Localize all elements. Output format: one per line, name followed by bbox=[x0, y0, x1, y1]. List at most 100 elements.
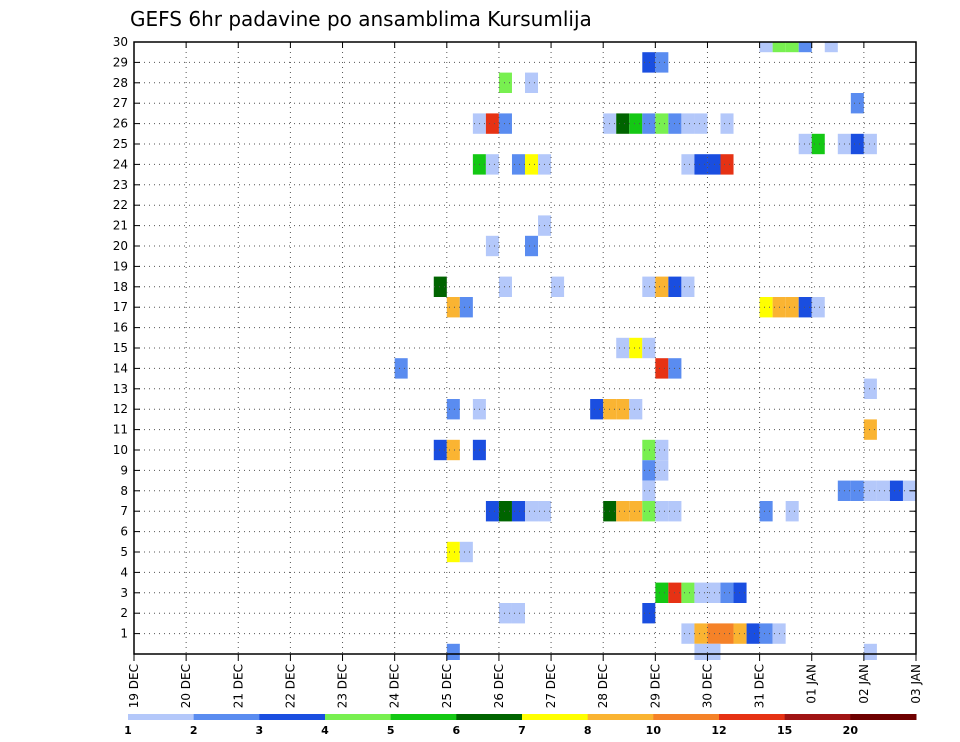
heatmap-cell bbox=[798, 133, 812, 155]
heatmap-cell bbox=[511, 154, 525, 175]
y-tick-label: 27 bbox=[113, 96, 128, 110]
x-tick-label: 24 DEC bbox=[388, 664, 402, 708]
colorbar-swatch bbox=[653, 714, 720, 720]
heatmap-cell bbox=[694, 643, 708, 660]
x-tick-label: 30 DEC bbox=[700, 664, 714, 708]
colorbar-label: 10 bbox=[646, 724, 662, 737]
colorbar-swatch bbox=[850, 714, 917, 720]
heatmap-cell bbox=[681, 623, 695, 644]
heatmap-cell bbox=[551, 276, 565, 297]
colorbar-label: 12 bbox=[711, 724, 726, 737]
y-tick-label: 1 bbox=[120, 627, 128, 641]
heatmap-cell bbox=[655, 582, 669, 603]
heatmap-cell bbox=[733, 623, 747, 644]
x-tick-label: 23 DEC bbox=[336, 664, 350, 708]
y-axis: 1234567891011121314151617181920212223242… bbox=[113, 35, 916, 641]
heatmap-cell bbox=[525, 235, 539, 257]
grid-lines bbox=[134, 42, 916, 654]
heatmap-cell bbox=[485, 235, 499, 257]
heatmap-cell bbox=[616, 399, 630, 420]
heatmap-cell bbox=[733, 582, 747, 603]
heatmap-cell bbox=[759, 501, 773, 522]
heatmap-cell bbox=[655, 439, 669, 461]
heatmap-cell bbox=[511, 501, 525, 522]
heatmap-cell bbox=[642, 480, 656, 501]
heatmap-cell bbox=[863, 643, 877, 660]
y-tick-label: 24 bbox=[113, 157, 128, 171]
heatmap-cell bbox=[642, 460, 656, 481]
heatmap-cell bbox=[694, 623, 708, 644]
colorbar-label: 20 bbox=[843, 724, 859, 737]
colorbar-swatch bbox=[522, 714, 589, 720]
y-tick-label: 21 bbox=[113, 219, 128, 233]
heatmap-cell bbox=[642, 439, 656, 461]
y-tick-label: 28 bbox=[113, 76, 128, 90]
heatmap-cell bbox=[642, 501, 656, 522]
y-tick-label: 7 bbox=[120, 504, 128, 518]
heatmap-cell bbox=[642, 603, 656, 624]
colorbar-swatch bbox=[193, 714, 260, 720]
colorbar-label: 8 bbox=[584, 724, 592, 737]
heatmap-cell bbox=[850, 93, 864, 114]
heatmap-cell bbox=[525, 154, 539, 175]
y-tick-label: 22 bbox=[113, 198, 128, 212]
y-tick-label: 29 bbox=[113, 55, 128, 69]
heatmap-cell bbox=[394, 358, 408, 379]
x-tick-label: 25 DEC bbox=[440, 664, 454, 708]
y-tick-label: 19 bbox=[113, 259, 128, 273]
heatmap-cell bbox=[498, 603, 512, 624]
heatmap-cell bbox=[798, 297, 812, 318]
x-tick-label: 20 DEC bbox=[179, 664, 193, 708]
colorbar-swatch bbox=[128, 714, 195, 720]
heatmap-cell bbox=[498, 113, 512, 134]
heatmap-cell bbox=[707, 643, 721, 660]
colorbar-label: 4 bbox=[321, 724, 329, 737]
heatmap-cell bbox=[616, 113, 630, 134]
heatmap-cell bbox=[720, 582, 734, 603]
colorbar-label: 15 bbox=[777, 724, 792, 737]
heatmap-cell bbox=[655, 358, 669, 379]
heatmap-cell bbox=[850, 133, 864, 155]
x-tick-label: 29 DEC bbox=[648, 664, 662, 708]
heatmap-cell bbox=[629, 501, 643, 522]
heatmap-cell bbox=[433, 276, 447, 297]
heatmap-cell bbox=[785, 297, 799, 318]
heatmap-cell bbox=[759, 623, 773, 644]
heatmap-cell bbox=[446, 297, 460, 318]
y-tick-label: 12 bbox=[113, 402, 128, 416]
y-tick-label: 23 bbox=[113, 178, 128, 192]
heatmap-cell bbox=[863, 419, 877, 440]
colorbar-label: 5 bbox=[387, 724, 395, 737]
heatmap-cell bbox=[642, 113, 656, 134]
heatmap-cell bbox=[525, 501, 539, 522]
heatmap-cell bbox=[681, 276, 695, 297]
heatmap-cell bbox=[446, 439, 460, 461]
heatmap-cell bbox=[720, 154, 734, 175]
heatmap-cell bbox=[707, 582, 721, 603]
x-tick-label: 02 JAN bbox=[857, 664, 871, 704]
x-tick-label: 19 DEC bbox=[127, 664, 141, 708]
heatmap-cell bbox=[720, 623, 734, 644]
heatmap-cell bbox=[616, 337, 630, 359]
y-tick-label: 25 bbox=[113, 137, 128, 151]
colorbar-label: 6 bbox=[453, 724, 461, 737]
heatmap-cell bbox=[485, 154, 499, 175]
y-tick-label: 30 bbox=[113, 35, 128, 49]
colorbar-swatch bbox=[390, 714, 457, 720]
heatmap-cell bbox=[707, 154, 721, 175]
heatmap-cell bbox=[511, 603, 525, 624]
y-tick-label: 9 bbox=[120, 463, 128, 477]
x-tick-label: 26 DEC bbox=[492, 664, 506, 708]
chart-title: GEFS 6hr padavine po ansamblima Kursumli… bbox=[130, 7, 592, 31]
y-tick-label: 4 bbox=[120, 565, 128, 579]
heatmap-cell bbox=[485, 501, 499, 522]
heatmap-cell bbox=[655, 113, 669, 134]
heatmap-cell bbox=[876, 480, 890, 501]
heatmap-cell bbox=[655, 52, 669, 73]
heatmap-cell bbox=[629, 399, 643, 420]
heatmap-cell bbox=[824, 42, 838, 53]
y-tick-label: 15 bbox=[113, 341, 128, 355]
colorbar-label: 2 bbox=[190, 724, 198, 737]
heatmap-cell bbox=[681, 154, 695, 175]
